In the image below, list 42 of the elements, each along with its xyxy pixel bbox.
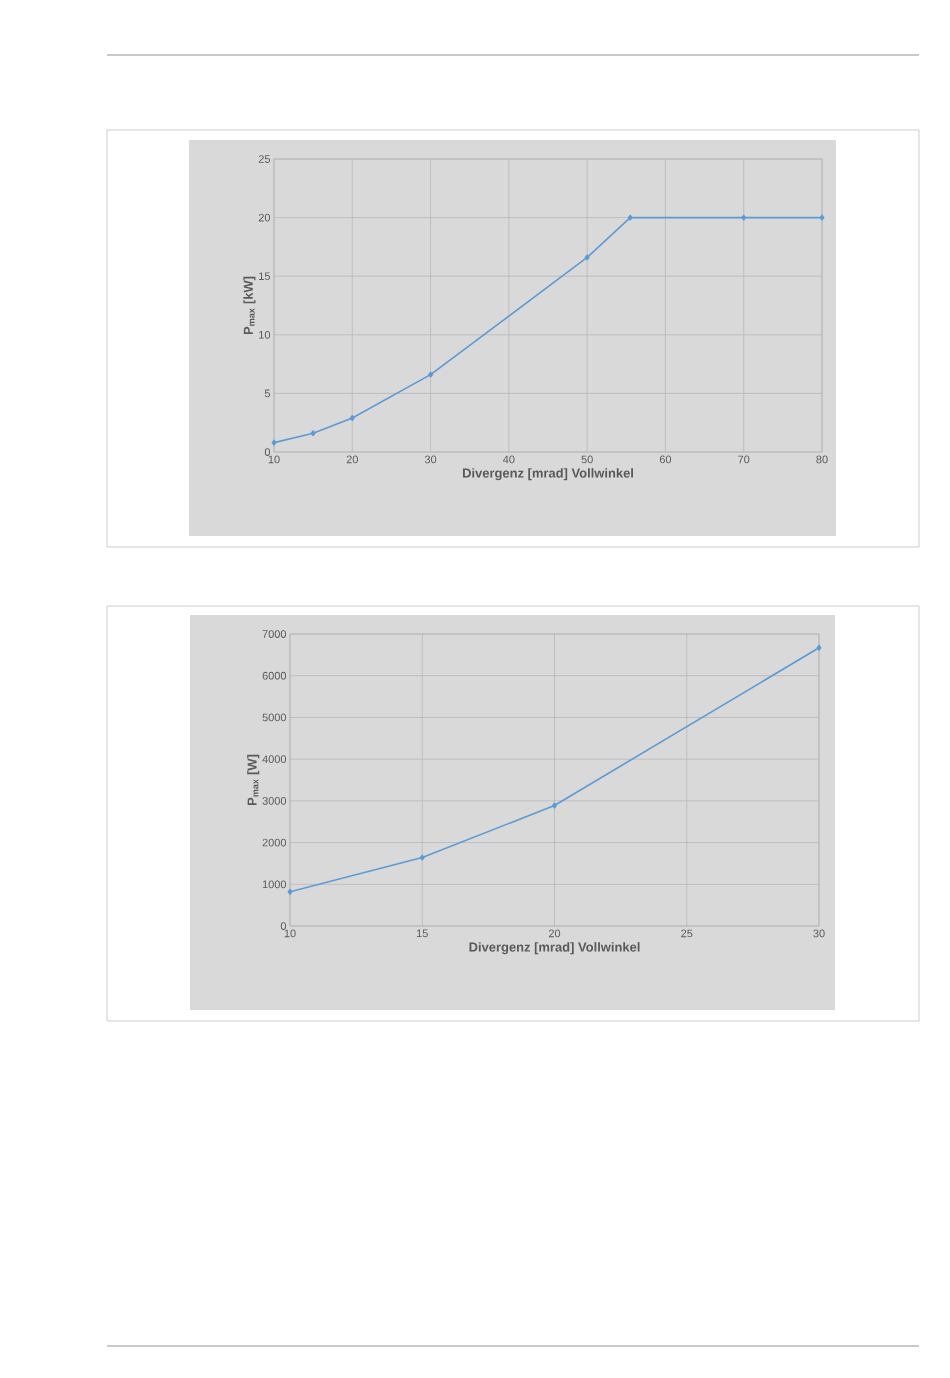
y-tick-label: 15 — [259, 272, 271, 281]
y-tick-label: 25 — [258, 155, 271, 163]
point — [816, 644, 822, 651]
x-tick-label: 60 — [659, 455, 672, 464]
x-tick-label: 20 — [346, 455, 358, 464]
point — [349, 415, 355, 422]
y-tick-label: 0 — [264, 448, 271, 456]
point — [428, 371, 434, 378]
point — [287, 888, 293, 895]
point — [741, 214, 747, 221]
x-tick-label: 30 — [424, 455, 437, 464]
x-axis-title: Divergenz [mrad] Vollwinkel — [469, 942, 640, 955]
point — [584, 254, 590, 261]
point — [310, 430, 316, 437]
y-tick-label: 2000 — [262, 838, 287, 847]
y-tick-label: 10 — [259, 330, 271, 339]
x-tick-label: 30 — [813, 929, 825, 938]
y-tick-label: 4000 — [262, 755, 287, 764]
x-tick-label: 10 — [284, 929, 296, 938]
x-tick-label: 40 — [503, 455, 515, 464]
point — [552, 802, 557, 809]
point — [627, 214, 633, 221]
x-tick-label: 20 — [548, 929, 561, 938]
y-axis-title: P$_{max}$ [kW] — [243, 276, 256, 335]
x-tick-label: 15 — [416, 929, 428, 938]
y-tick-label: 20 — [258, 213, 271, 222]
y-tick-label: 6000 — [262, 671, 287, 680]
y-tick-label: 3000 — [262, 797, 287, 805]
y-tick-label: 0 — [280, 922, 287, 930]
point — [419, 854, 425, 861]
x-tick-label: 80 — [816, 455, 828, 464]
point — [271, 439, 277, 446]
y-tick-label: 1000 — [262, 880, 287, 889]
y-axis-title: P$_{max}$ [W] — [247, 754, 260, 806]
y-tick-label: 7000 — [262, 630, 287, 638]
x-tick-label: 25 — [681, 929, 693, 938]
y-tick-label: 5000 — [262, 713, 287, 722]
x-axis-title: Divergenz [mrad] Vollwinkel — [462, 468, 633, 481]
x-tick-label: 70 — [738, 455, 750, 464]
x-tick-label: 50 — [581, 455, 593, 464]
y-tick-label: 5 — [264, 389, 271, 398]
point — [819, 214, 825, 221]
